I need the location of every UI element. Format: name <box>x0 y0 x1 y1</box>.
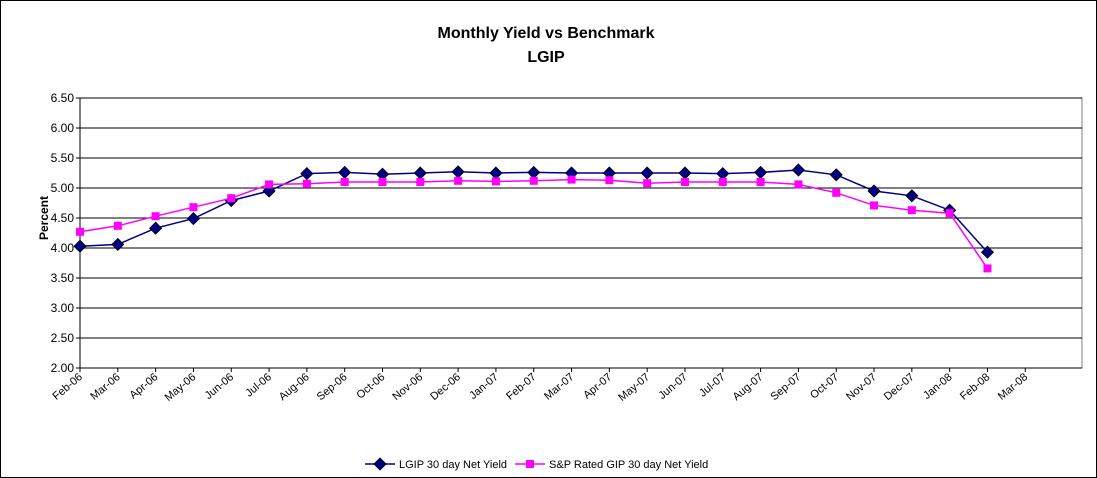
data-point <box>905 189 919 203</box>
chart-title: Monthly Yield vs Benchmark <box>438 25 655 42</box>
y-tick-label: 2.50 <box>51 331 75 345</box>
data-point <box>605 176 614 185</box>
data-point <box>643 179 652 188</box>
data-point <box>111 237 125 251</box>
data-point <box>567 175 576 184</box>
data-point <box>718 178 727 186</box>
y-tick-label: 5.50 <box>51 151 75 165</box>
y-tick-label: 3.00 <box>51 301 75 315</box>
data-point <box>416 178 425 186</box>
y-tick-label: 5.00 <box>51 181 75 195</box>
data-point <box>870 201 879 210</box>
y-tick-label: 6.50 <box>51 91 75 105</box>
y-tick-label: 2.00 <box>51 361 75 375</box>
data-point <box>302 179 311 188</box>
data-point <box>491 177 500 186</box>
data-point <box>265 180 274 189</box>
data-point <box>945 209 954 218</box>
data-point <box>983 264 992 273</box>
y-tick-label: 3.50 <box>51 271 75 285</box>
data-point <box>680 178 689 186</box>
data-point <box>640 166 654 180</box>
data-point <box>454 176 463 185</box>
legend-label: LGIP 30 day Net Yield <box>399 459 507 471</box>
y-axis-label: Percent <box>37 196 51 240</box>
data-point <box>907 206 916 215</box>
y-tick-label: 4.00 <box>51 241 75 255</box>
data-point <box>867 184 881 198</box>
data-point <box>794 180 803 189</box>
data-point <box>76 227 84 236</box>
y-tick-label: 6.00 <box>51 121 75 135</box>
data-point <box>227 194 236 203</box>
chart-subtitle: LGIP <box>527 49 565 66</box>
data-point <box>980 245 995 259</box>
data-point <box>151 212 160 221</box>
data-point <box>340 178 349 186</box>
data-point <box>149 221 163 235</box>
legend-marker <box>526 460 535 468</box>
data-point <box>529 176 538 185</box>
data-point <box>791 163 805 177</box>
data-point <box>300 167 314 181</box>
plot-area <box>79 97 1083 369</box>
data-point <box>756 178 765 186</box>
data-point <box>189 203 198 212</box>
data-point <box>113 221 122 230</box>
legend-label: S&P Rated GIP 30 day Net Yield <box>549 459 708 471</box>
legend-marker <box>373 457 387 471</box>
y-tick-label: 4.50 <box>51 211 75 225</box>
data-point <box>186 212 200 226</box>
data-point <box>73 239 87 253</box>
data-point <box>832 188 841 197</box>
data-point <box>378 178 387 186</box>
data-point <box>829 168 843 182</box>
